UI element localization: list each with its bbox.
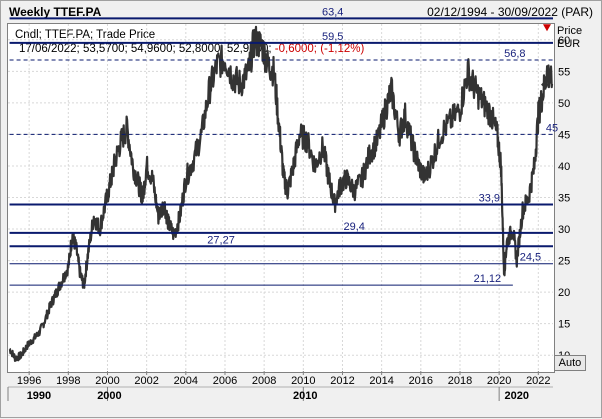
legend-ohlc: 17/06/2022; 53,5700; 54,9600; 52,8000; 5… [19,43,364,55]
date-range: 02/12/1994 - 30/09/2022 (PAR) [427,5,593,19]
level-label: 56,8 [504,48,525,60]
decade-label: 1990 [27,390,51,402]
y-axis-title: Price [557,25,583,37]
legend-values: 17/06/2022; 53,5700; 54,9600; 52,8000; 5… [19,43,275,55]
legend-series: Cndl; TTEF.PA; Trade Price [15,29,156,41]
level-label: 29,4 [344,221,365,233]
x-tick-label: 2006 [213,375,237,387]
level-label: 21,12 [474,273,502,285]
y-tick-label: 30 [558,224,570,236]
auto-scale-button[interactable]: Auto [554,355,586,371]
x-tick-label: 1996 [17,375,41,387]
y-tick-label: 55 [558,66,570,78]
x-tick-label: 2002 [134,375,158,387]
y-tick-label: 15 [558,319,570,331]
decade-label: 2020 [505,390,529,402]
level-label: 59,5 [322,31,343,43]
x-tick-label: 2008 [252,375,276,387]
x-tick-label: 2014 [369,375,393,387]
x-tick-label: 2010 [291,375,315,387]
x-tick-label: 2022 [526,375,550,387]
y-axis-unit: EUR [557,38,581,50]
y-tick-label: 60 [558,35,570,47]
x-tick-label: 2004 [174,375,198,387]
y-tick-label: 25 [558,256,570,268]
y-tick-label: 50 [558,98,570,110]
decade-label: 2000 [97,390,121,402]
latest-change-arrow [543,24,551,32]
y-tick-label: 40 [558,161,570,173]
x-tick-label: 2018 [448,375,472,387]
level-label: 45 [546,122,558,134]
decade-label: 2010 [293,390,317,402]
x-tick-label: 1998 [56,375,80,387]
x-tick-label: 2012 [330,375,354,387]
y-tick-label: 35 [558,193,570,205]
x-tick-label: 2020 [487,375,511,387]
level-label: 33,9 [479,192,500,204]
chart-title: Weekly TTEF.PA [9,5,102,19]
legend-change: -0,6000; (-1,12%) [274,43,365,55]
x-tick-label: 2016 [409,375,433,387]
y-tick-label: 45 [558,129,570,141]
level-label: 24,5 [520,252,541,264]
price-series-line [8,25,554,362]
level-label: 27,27 [207,234,235,246]
level-label: 63,4 [322,6,343,18]
y-tick-label: 20 [558,287,570,299]
x-tick-label: 2000 [95,375,119,387]
last-price-marker [541,80,549,89]
